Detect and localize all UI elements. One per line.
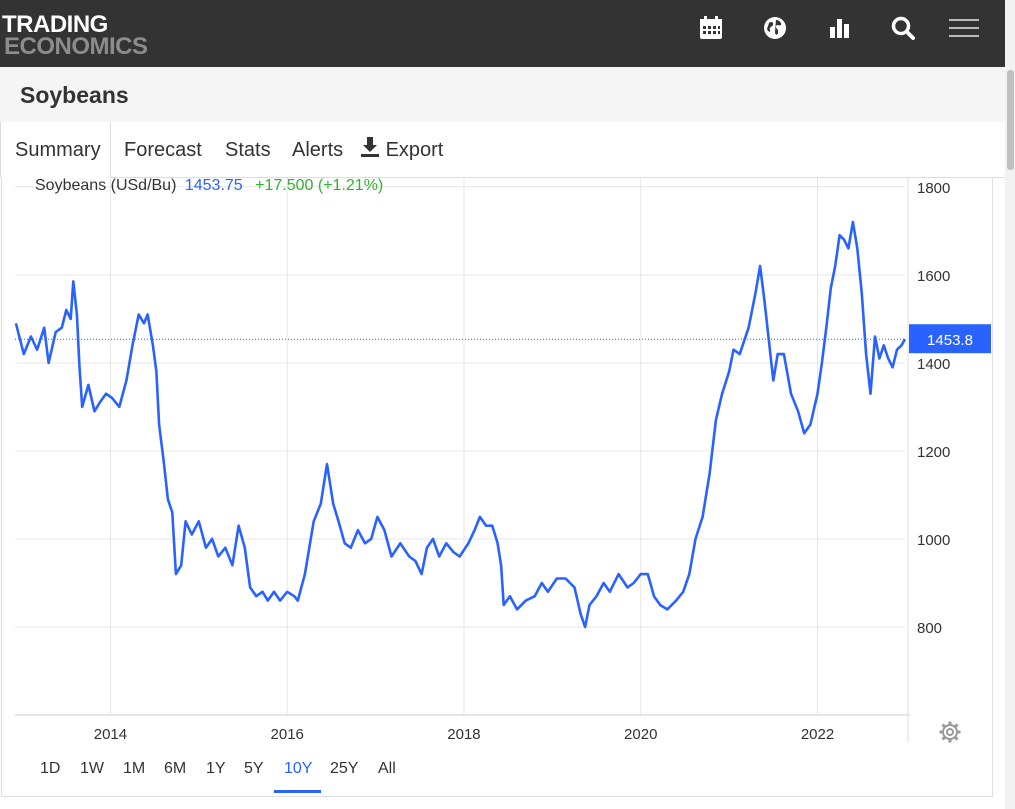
current-value-badge [909, 324, 991, 354]
current-value-badge-text: 1453.8 [927, 332, 973, 349]
range-1d[interactable]: 1D [40, 760, 61, 777]
logo-line2: ECONOMICS [4, 33, 148, 60]
scrollbar-thumb[interactable] [1007, 70, 1014, 170]
bar-chart-icon[interactable] [827, 15, 853, 41]
price-chart[interactable]: 800 1000 1200 1400 1600 1800 2014 2016 2018 2020 2… [0, 178, 1005, 768]
legend-change: +17.500 (+1.21%) [255, 177, 384, 194]
range-6m[interactable]: 6M [164, 760, 187, 777]
x-tick-label: 2016 [271, 726, 304, 743]
legend-price: 1453.75 [184, 177, 243, 194]
x-tick-label: 2014 [94, 726, 127, 743]
y-tick-label: 1800 [917, 180, 950, 197]
tab-forecast[interactable]: Forecast [124, 139, 202, 161]
search-icon[interactable] [890, 15, 916, 41]
tab-alerts[interactable]: Alerts [292, 139, 344, 161]
page-scrollbar[interactable] [1005, 0, 1015, 809]
settings-gear-icon[interactable] [938, 720, 962, 744]
tab-summary[interactable]: Summary [0, 122, 111, 178]
tab-export[interactable]: Export [360, 122, 443, 177]
logo-line1: TRADING [2, 11, 108, 38]
calendar-icon[interactable] [698, 15, 724, 41]
title-bar [0, 67, 1005, 122]
tab-export-label: Export [385, 139, 444, 161]
range-1w[interactable]: 1W [80, 760, 104, 777]
x-tick-label: 2022 [801, 726, 834, 743]
download-icon [361, 137, 379, 157]
legend-series-name: Soybeans (USd/Bu) [35, 177, 177, 194]
range-1y[interactable]: 1Y [206, 760, 226, 777]
y-tick-label: 1600 [917, 268, 950, 285]
trading-economics-logo[interactable]: TRADING ECONOMICS [2, 11, 148, 60]
y-tick-label: 800 [917, 620, 942, 637]
top-navigation-bar [0, 0, 1005, 67]
x-tick-label: 2018 [447, 726, 480, 743]
range-5y[interactable]: 5Y [244, 760, 264, 777]
tab-stats[interactable]: Stats [225, 139, 271, 161]
tab-bar: Summary Forecast Stats Alerts Export [0, 122, 1005, 178]
series-line-soybeans[interactable] [14, 220, 907, 629]
hamburger-menu-icon[interactable] [947, 15, 981, 41]
y-tick-label: 1000 [917, 532, 950, 549]
chart-legend: Soybeans (USd/Bu) 1453.75 +17.500 (+1.21… [35, 177, 387, 195]
active-range-indicator [274, 790, 321, 793]
range-25y[interactable]: 25Y [330, 760, 359, 777]
range-1m[interactable]: 1M [123, 760, 146, 777]
chart-container [1, 178, 993, 797]
range-all[interactable]: All [378, 760, 396, 777]
range-10y[interactable]: 10Y [284, 760, 313, 777]
y-tick-label: 1200 [917, 444, 950, 461]
globe-icon[interactable] [762, 15, 788, 41]
page-title: Soybeans [20, 82, 129, 108]
x-tick-label: 2020 [624, 726, 657, 743]
y-tick-label: 1400 [917, 356, 950, 373]
